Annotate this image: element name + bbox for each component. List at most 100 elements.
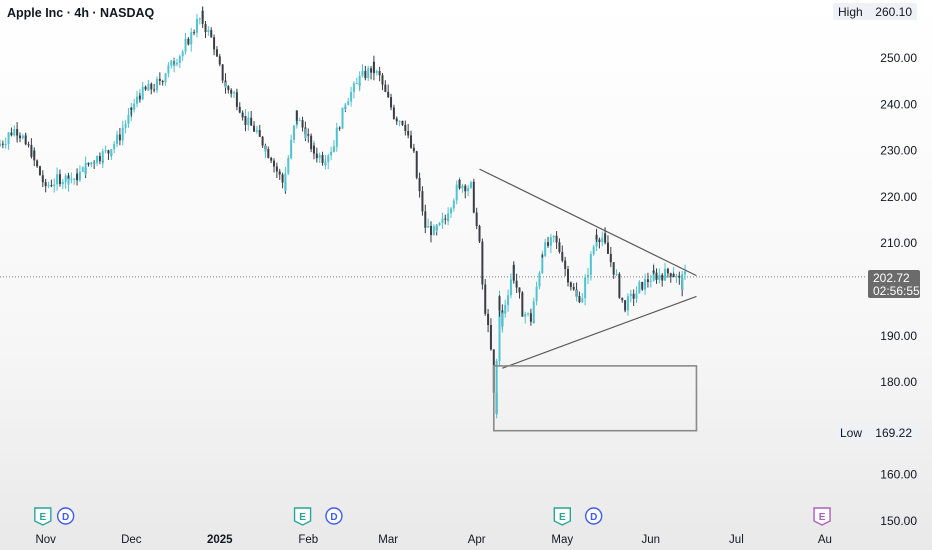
candle-body [438, 222, 441, 226]
candle-body [155, 80, 158, 91]
candle-body [461, 185, 464, 189]
candle-body [58, 175, 61, 185]
candle-body [652, 270, 655, 281]
x-tick-label: Jul [729, 534, 744, 546]
candle-body [487, 313, 490, 326]
candle-body [604, 233, 607, 243]
y-tick-label: 240.00 [880, 97, 917, 111]
candle [364, 65, 367, 81]
candle-body [407, 131, 410, 136]
dividend-marker-icon[interactable]: D [56, 507, 75, 525]
candle [658, 268, 661, 284]
candle [507, 289, 510, 312]
candle [392, 116, 395, 120]
candle [292, 124, 295, 144]
candle-body [153, 89, 156, 91]
candle [247, 111, 250, 131]
candle-body [181, 51, 184, 57]
candle [207, 26, 210, 36]
candle [53, 178, 56, 193]
candle-body [318, 155, 321, 159]
y-tick-label: 210.00 [880, 236, 917, 250]
candle-body [275, 166, 278, 172]
triangle-upper-trendline [479, 168, 697, 277]
candle [210, 27, 213, 38]
low-value: 169.22 [875, 426, 912, 440]
candle-body [67, 179, 70, 185]
candle-body [529, 313, 532, 322]
candle-body [21, 135, 24, 139]
candle [141, 81, 144, 101]
candle-body [427, 225, 430, 228]
candle [312, 142, 315, 160]
candle-body [564, 263, 567, 269]
candle-body [335, 145, 338, 147]
earnings-marker-icon[interactable]: E [34, 507, 52, 526]
candle [441, 212, 444, 229]
last-price-tag-bg [868, 270, 920, 298]
candle [98, 152, 101, 165]
candle [421, 186, 424, 216]
candle [264, 145, 267, 159]
candle [121, 120, 124, 139]
candle-body [255, 130, 258, 132]
candle [358, 71, 361, 92]
candle-body [635, 293, 638, 299]
x-tick-label: Mar [378, 534, 398, 546]
candle-body [646, 279, 649, 283]
bar-countdown: 02:56:55 [873, 284, 920, 298]
candle-body [626, 296, 629, 311]
candle [467, 184, 470, 197]
candle-body [332, 146, 335, 152]
dividend-marker-icon[interactable]: D [325, 507, 343, 525]
candle-body [367, 68, 370, 79]
candle [375, 69, 378, 76]
candle [501, 312, 504, 333]
candle-body [669, 273, 672, 277]
candle-body [404, 124, 407, 128]
candle-body [507, 295, 510, 305]
candle [418, 172, 421, 198]
candle [464, 184, 467, 199]
candle-body [218, 56, 221, 65]
candle-body [549, 237, 552, 246]
candle-body [335, 127, 338, 146]
candle-body [375, 71, 378, 73]
candle [113, 141, 116, 154]
candle-body [93, 163, 96, 165]
candle-body [424, 221, 427, 228]
candle-body [327, 155, 330, 163]
candle [24, 133, 27, 146]
candle-body [584, 291, 587, 299]
candle-body [41, 175, 44, 183]
candle-body [430, 225, 432, 236]
candle [629, 289, 632, 303]
candle-body [581, 298, 584, 303]
event-marker-icon[interactable]: E [813, 507, 831, 526]
candle-body [38, 166, 41, 176]
dividend-marker-icon[interactable]: D [584, 507, 603, 525]
candle [76, 168, 79, 186]
candle-body [238, 106, 241, 113]
candle-body [410, 135, 413, 148]
candle-body [412, 147, 415, 152]
candle [324, 154, 327, 170]
candle [287, 154, 290, 175]
candle-body [158, 78, 161, 81]
earnings-marker-icon[interactable]: E [293, 507, 312, 526]
candle [107, 149, 110, 160]
candle [649, 274, 652, 288]
candle-body [415, 151, 418, 165]
candle-body [287, 158, 290, 174]
candle [215, 46, 218, 58]
x-tick-label: Feb [298, 534, 318, 546]
candle [241, 110, 244, 121]
candle [461, 183, 464, 193]
earnings-marker-icon[interactable]: E [553, 507, 571, 526]
candle [56, 167, 59, 191]
candle-body [344, 105, 347, 108]
candle [344, 103, 347, 112]
